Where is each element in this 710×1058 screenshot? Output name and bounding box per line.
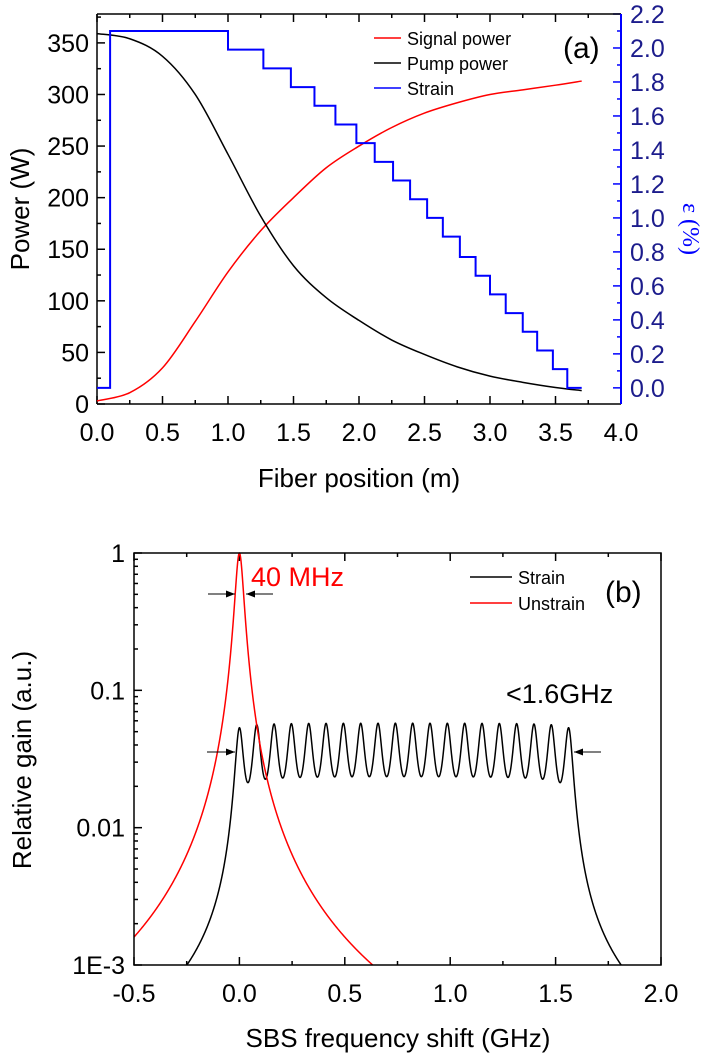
y-tick-label: 100: [47, 288, 89, 316]
x-tick-label: 1.0: [433, 980, 468, 1008]
y-tick-label: 1: [111, 540, 125, 568]
y2-axis-title: ε (%): [677, 203, 703, 255]
y2-tick-label: 1.0: [630, 205, 665, 233]
y2-tick-label: 0.4: [630, 307, 665, 335]
x-tick-label: -0.5: [112, 980, 155, 1008]
y2-tick-label: 0.8: [630, 239, 665, 267]
y2-tick-label: 0.0: [630, 375, 665, 403]
panel-label: (b): [605, 576, 642, 609]
y-tick-label: 250: [47, 133, 89, 161]
series-line-signal-power: [96, 80, 582, 402]
series-line-pump-power: [96, 32, 582, 392]
plot-frame: [133, 552, 662, 966]
bandwidth-arrow-right-head: [574, 748, 583, 756]
x-tick-label: 2.0: [644, 980, 679, 1008]
x-tick-label: 3.5: [538, 419, 573, 447]
y-tick-label: 0.1: [90, 677, 125, 705]
x-tick-label: 2.0: [342, 419, 377, 447]
x-tick-label: 0.5: [145, 419, 180, 447]
bandwidth-arrow-left-head: [226, 748, 235, 756]
y2-tick-label: 1.4: [630, 137, 665, 165]
fwhm-arrow-left-head: [226, 590, 235, 598]
legend-label: Strain: [518, 568, 565, 588]
annotation-linewidth: 40 MHz: [251, 562, 344, 592]
panel-a: 0.0 0.5 1.0 1.5 2.0 2.5 3.0 3.5 4.0 0 50 100 150 200 2…: [5, 1, 703, 493]
y2-tick-label: 0.6: [630, 273, 665, 301]
fwhm-arrow-right-head: [246, 590, 255, 598]
x-tick-label: 2.5: [407, 419, 442, 447]
y-tick-label: 0.01: [76, 815, 125, 843]
x-tick-label: 1.5: [538, 980, 573, 1008]
x-axis-title: SBS frequency shift (GHz): [246, 1023, 551, 1053]
x-tick-label: 3.0: [473, 419, 508, 447]
legend-label: Pump power: [407, 54, 508, 74]
legend-label: Signal power: [407, 29, 511, 49]
y-tick-label: 200: [47, 185, 89, 213]
y2-tick-label: 0.2: [630, 341, 665, 369]
series-line-strain: [185, 722, 623, 965]
x-tick-label: 0.0: [222, 980, 257, 1008]
y-axis-title: Power (W): [5, 148, 35, 271]
y-tick-label: 0: [75, 391, 89, 419]
x-tick-label: 4.0: [604, 419, 639, 447]
x-tick-label: 0.5: [327, 980, 362, 1008]
y-tick-label: 350: [47, 30, 89, 58]
y-axis-title: Relative gain (a.u.): [7, 651, 37, 869]
annotation-bandwidth: <1.6GHz: [506, 679, 613, 709]
x-tick-label: 0.0: [80, 419, 115, 447]
y2-tick-label: 1.6: [630, 103, 665, 131]
y-tick-label: 1E-3: [72, 952, 125, 980]
y-tick-label: 300: [47, 81, 89, 109]
panel-b: -0.5 0.0 0.5 1.0 1.5 2.0 1 0.1 0.01 1E-3 Strain Uns…: [7, 540, 679, 1053]
series-line-unstrain: [134, 552, 374, 965]
y2-tick-label: 1.8: [630, 69, 665, 97]
legend-label: Unstrain: [518, 594, 585, 614]
y2-tick-label: 2.0: [630, 35, 665, 63]
series-line-strain: [97, 29, 582, 389]
y-tick-label: 150: [47, 236, 89, 264]
x-axis-title: Fiber position (m): [258, 463, 460, 493]
x-tick-label: 1.5: [276, 419, 311, 447]
y2-tick-label: 2.2: [630, 1, 665, 29]
y-tick-label: 50: [61, 339, 89, 367]
legend-label: Strain: [407, 79, 454, 99]
panel-label: (a): [563, 32, 600, 65]
y2-tick-label: 1.2: [630, 171, 665, 199]
x-tick-label: 1.0: [211, 419, 246, 447]
